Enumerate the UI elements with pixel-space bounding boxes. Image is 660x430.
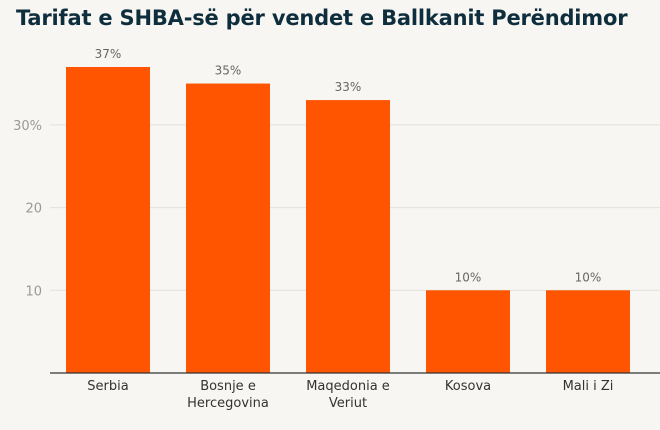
- category-labels: Serbia Bosnje e Hercegovina Maqedonia e Veri…: [87, 379, 613, 411]
- category-label: Maqedonia e: [306, 379, 390, 394]
- bar: [306, 100, 390, 373]
- category-label: Serbia: [87, 379, 128, 394]
- bar-value-label: 10%: [575, 270, 602, 284]
- category-label: Veriut: [329, 396, 367, 411]
- y-tick-label: 10: [25, 284, 42, 299]
- bar-value-label: 37%: [95, 47, 122, 61]
- bar-value-labels: 37% 35% 33% 10% 10%: [95, 47, 602, 284]
- bar-value-label: 35%: [215, 64, 242, 78]
- y-tick-label: 30%: [13, 119, 42, 134]
- bar: [546, 290, 630, 373]
- chart-title: Tarifat e SHBA-së për vendet e Ballkanit…: [16, 6, 628, 30]
- bar-value-label: 33%: [335, 80, 362, 94]
- bar-value-label: 10%: [455, 270, 482, 284]
- category-label: Kosova: [445, 379, 491, 394]
- category-label: Hercegovina: [187, 396, 269, 411]
- bar: [66, 67, 150, 373]
- bars: [66, 67, 630, 374]
- bar: [426, 290, 510, 373]
- y-axis-ticks: 10 20 30%: [13, 119, 42, 299]
- y-tick-label: 20: [25, 202, 42, 217]
- category-label: Bosnje e: [200, 379, 256, 394]
- category-label: Mali i Zi: [563, 379, 614, 394]
- bar: [186, 83, 270, 374]
